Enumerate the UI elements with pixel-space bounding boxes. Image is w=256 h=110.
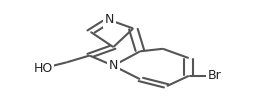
Text: HO: HO (33, 62, 52, 75)
Text: N: N (109, 59, 118, 72)
Text: N: N (105, 14, 114, 27)
Text: Br: Br (208, 69, 221, 82)
